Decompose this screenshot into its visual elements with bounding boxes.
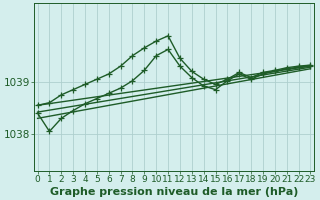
X-axis label: Graphe pression niveau de la mer (hPa): Graphe pression niveau de la mer (hPa) <box>50 187 298 197</box>
